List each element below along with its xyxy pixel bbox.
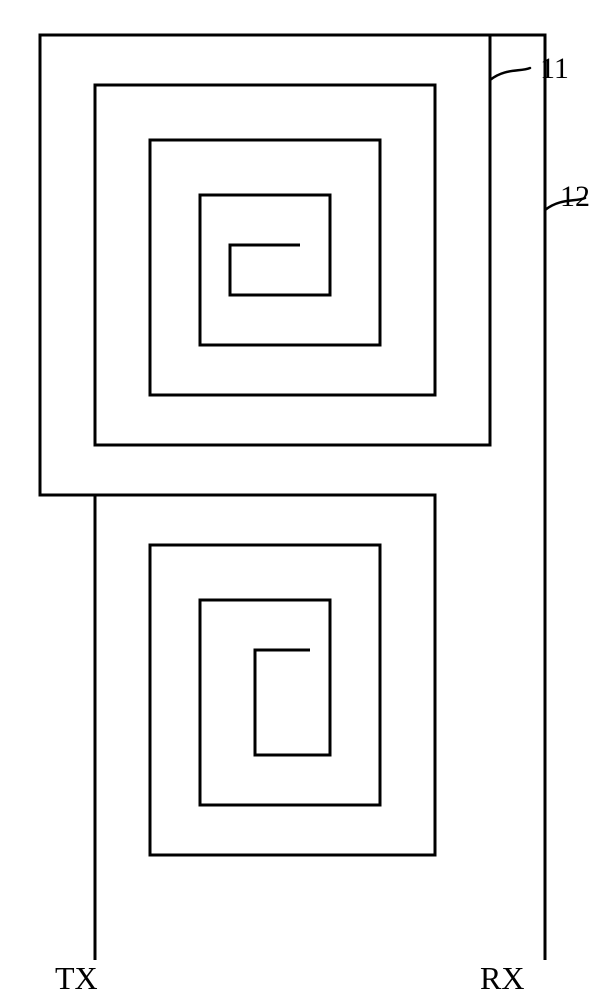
callout-11-curve bbox=[490, 68, 530, 80]
tx-terminal-label: TX bbox=[55, 960, 98, 997]
callout-11-label: 11 bbox=[540, 52, 569, 86]
callout-12-label: 12 bbox=[560, 180, 590, 214]
rx-terminal-label: RX bbox=[480, 960, 524, 997]
rx-line-trace bbox=[490, 35, 545, 960]
tx-spiral-trace bbox=[40, 35, 490, 960]
schematic-svg bbox=[0, 0, 613, 1000]
diagram-container: 11 12 TX RX bbox=[0, 0, 613, 1000]
